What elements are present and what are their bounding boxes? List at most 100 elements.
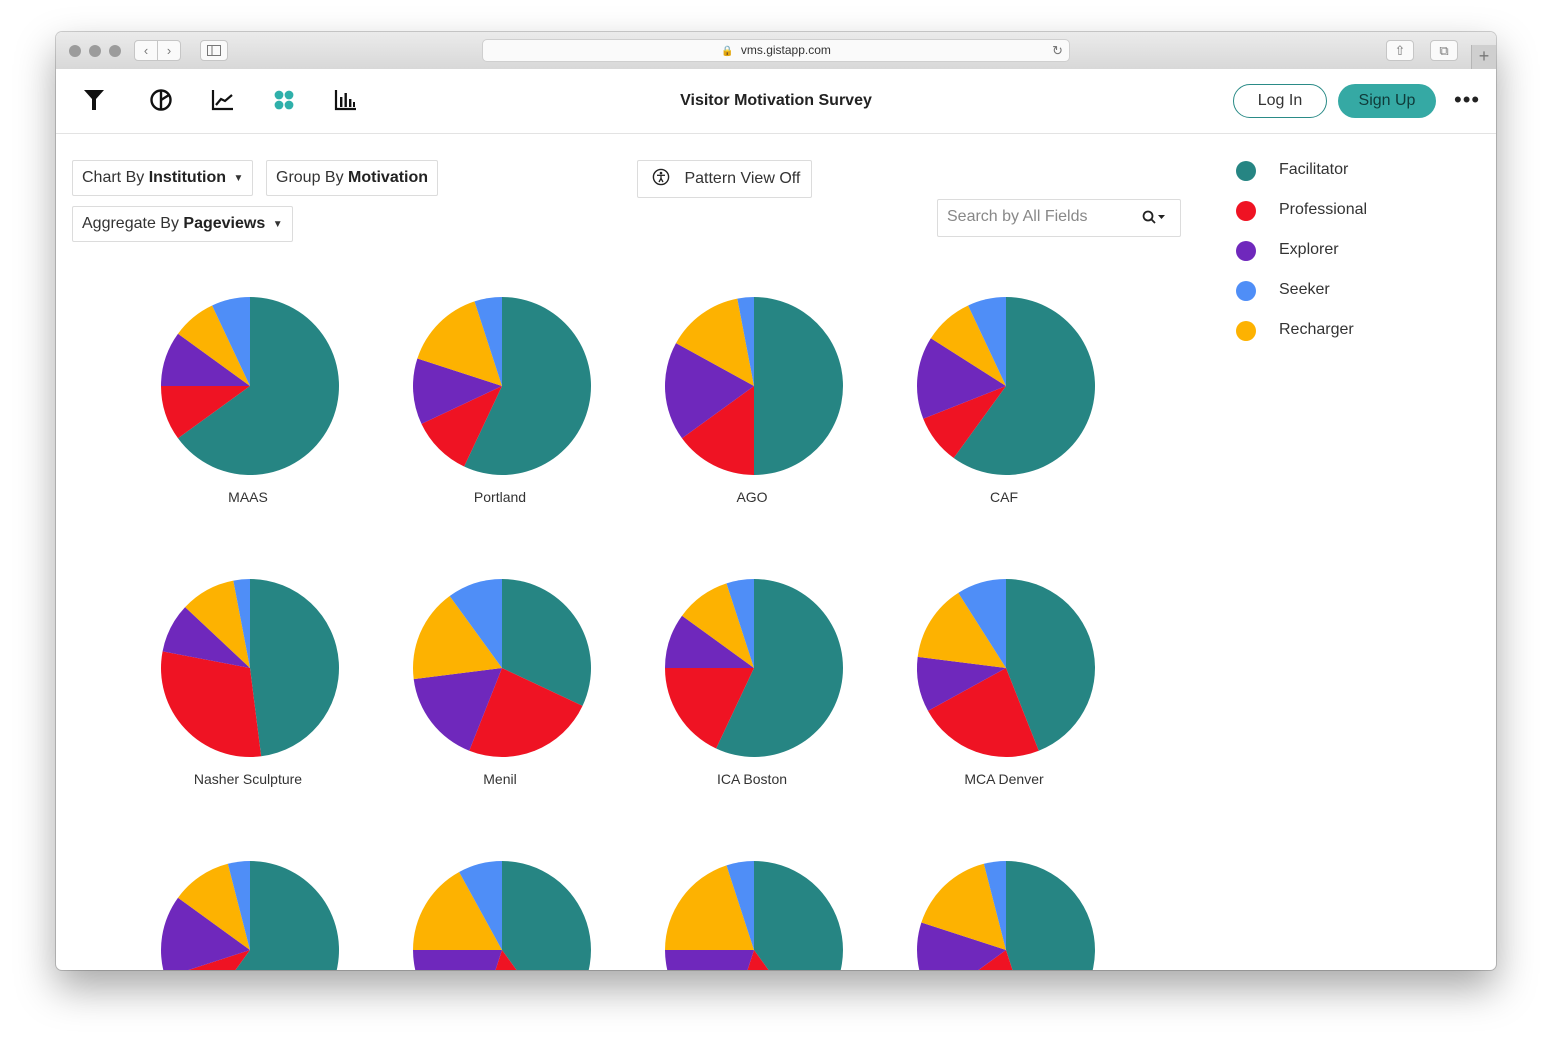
pie-slice-recharger[interactable] [917,592,1006,668]
minimize-window-button[interactable] [89,45,101,57]
bar-chart-icon[interactable] [333,87,359,113]
forward-button[interactable]: › [157,40,181,61]
pie-slice-explorer[interactable] [917,922,1006,971]
pie-slice-seeker[interactable] [233,579,250,668]
pie-svg [916,297,1096,475]
pie-slice-seeker[interactable] [449,579,502,668]
pie-slice-explorer[interactable] [161,897,250,970]
pie-slice-seeker[interactable] [227,861,250,950]
pie-slice-professional[interactable] [421,386,502,467]
group-by-value: Motivation [348,169,429,186]
pie-slice-professional[interactable] [923,386,1006,458]
share-button[interactable]: ⇧ [1386,40,1414,61]
pie-chart-label: Menil [483,771,517,787]
filter-icon[interactable] [81,87,107,113]
pie-slice-facilitator[interactable] [1006,579,1095,751]
search-icon[interactable] [1142,210,1166,226]
pie-slice-professional[interactable] [934,950,1034,970]
line-chart-icon[interactable] [210,87,236,113]
search-field[interactable]: Search by All Fields [937,199,1181,237]
lock-icon: 🔒 [721,46,734,57]
address-bar[interactable]: 🔒 vms.gistapp.com ↻ [482,39,1070,62]
legend-label: Explorer [1279,241,1339,258]
sidebar-icon [207,45,221,56]
pie-slice-professional[interactable] [682,386,754,475]
pie-slice-facilitator[interactable] [754,297,843,475]
pie-svg [161,861,340,970]
pie-slice-professional[interactable] [469,668,583,757]
pie-slice-seeker[interactable] [958,579,1006,668]
pie-slice-facilitator[interactable] [1006,861,1095,970]
pie-slice-explorer[interactable] [916,338,1006,419]
dot-grid-icon[interactable] [271,87,297,113]
pie-slice-facilitator[interactable] [754,861,843,970]
pie-slice-recharger[interactable] [185,580,250,668]
pie-slice-recharger[interactable] [178,863,250,950]
pattern-view-toggle[interactable]: Pattern View Off [637,160,812,198]
pie-chart-label: Portland [473,489,527,505]
pie-slice-seeker[interactable] [212,297,250,386]
pie-slice-explorer[interactable] [413,950,502,970]
browser-toolbar: ‹ › 🔒 vms.gistapp.com ↻ ⇧ ⧉ + [56,32,1496,70]
pie-slice-facilitator[interactable] [250,579,340,757]
pie-chart-label: CAF [990,489,1018,505]
more-options-icon[interactable]: ••• [1454,87,1481,112]
pie-slice-recharger[interactable] [921,863,1006,950]
pie-slice-recharger[interactable] [417,301,502,386]
pie-slice-facilitator[interactable] [198,861,340,970]
aggregate-by-dropdown[interactable]: Aggregate By Pageviews ▼ [72,206,293,242]
pie-chart-icon[interactable] [148,87,174,113]
sign-up-button[interactable]: Sign Up [1338,84,1436,118]
pie-slice-recharger[interactable] [930,305,1006,386]
pie-slice-seeker[interactable] [983,861,1006,950]
pie-slice-facilitator[interactable] [464,297,592,475]
pie-slice-professional[interactable] [161,651,262,758]
pie-slice-recharger[interactable] [412,596,502,680]
pie-svg [665,861,843,970]
zoom-window-button[interactable] [109,45,121,57]
legend-label: Facilitator [1279,161,1349,178]
pie-slice-recharger[interactable] [682,583,754,668]
pie-slice-explorer[interactable] [162,607,250,668]
pie-slice-explorer[interactable] [413,358,502,424]
pie-slice-seeker[interactable] [474,297,503,386]
chart-by-dropdown[interactable]: Chart By Institution ▼ [72,160,254,196]
pie-slice-facilitator[interactable] [178,297,340,475]
pie-slice-professional[interactable] [727,950,807,970]
pie-slice-explorer[interactable] [665,343,754,439]
pie-slice-explorer[interactable] [161,333,250,386]
pie-slice-recharger[interactable] [178,305,250,386]
pie-slice-professional[interactable] [161,386,250,439]
pie-slice-professional[interactable] [475,950,555,970]
pie-slice-seeker[interactable] [968,297,1006,386]
pie-slice-seeker[interactable] [726,579,755,668]
app-header: Visitor Motivation Survey Log In Sign Up… [56,69,1496,134]
pie-slice-seeker[interactable] [459,861,502,950]
legend-swatch [1236,241,1256,261]
pie-slice-seeker[interactable] [737,297,754,386]
group-by-dropdown[interactable]: Group By Motivation [266,160,439,196]
back-button[interactable]: ‹ [134,40,158,61]
pie-slice-professional[interactable] [665,668,754,749]
pie-slice-recharger[interactable] [665,865,754,950]
legend-swatch [1236,281,1256,301]
pie-slice-facilitator[interactable] [953,297,1096,475]
pie-slice-explorer[interactable] [665,615,754,668]
pie-slice-explorer[interactable] [413,668,502,751]
sidebar-toggle-button[interactable] [200,40,228,61]
close-window-button[interactable] [69,45,81,57]
pie-slice-explorer[interactable] [665,950,754,970]
pie-slice-facilitator[interactable] [716,579,844,757]
pie-slice-explorer[interactable] [916,656,1006,711]
pie-slice-recharger[interactable] [413,872,502,950]
log-in-button[interactable]: Log In [1233,84,1327,118]
pie-slice-facilitator[interactable] [502,861,591,970]
tabs-overview-button[interactable]: ⧉ [1430,40,1458,61]
pie-slice-seeker[interactable] [726,861,755,950]
new-tab-button[interactable]: + [1471,45,1496,69]
search-input[interactable]: Search by All Fields [947,208,1088,225]
reload-icon[interactable]: ↻ [1052,43,1063,58]
pie-slice-facilitator[interactable] [502,579,591,706]
pie-slice-professional[interactable] [928,668,1039,757]
pie-slice-recharger[interactable] [676,298,754,386]
